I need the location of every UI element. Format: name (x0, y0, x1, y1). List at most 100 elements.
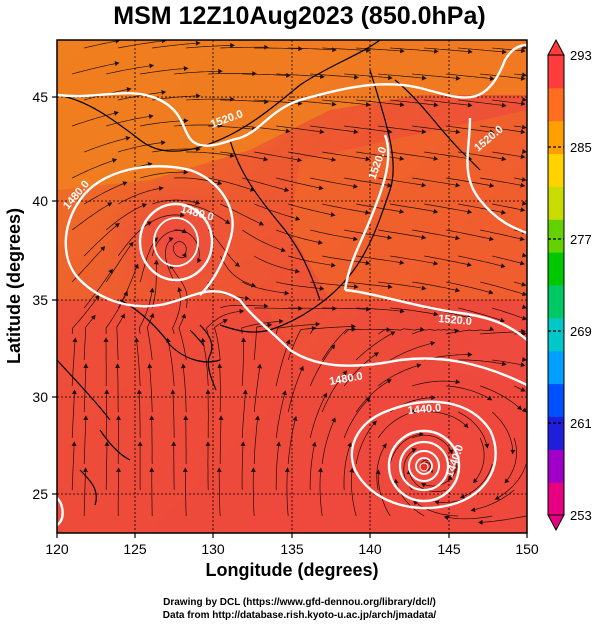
streamline-arrow (158, 185, 164, 191)
streamline-arrow (299, 365, 304, 371)
colorbar-segment (548, 449, 564, 483)
streamline-arrow (434, 500, 440, 505)
streamline (138, 389, 141, 439)
streamline (152, 42, 200, 49)
streamline-arrow (241, 337, 247, 342)
streamline-arrow (467, 351, 473, 358)
streamline (276, 177, 324, 189)
streamline (288, 255, 336, 267)
streamline-arrow (134, 263, 139, 269)
streamline-arrow (366, 47, 371, 53)
streamline (117, 363, 119, 412)
streamline-arrow (365, 101, 371, 107)
streamline (310, 229, 358, 240)
streamline-arrow (455, 235, 461, 241)
streamline (185, 416, 187, 465)
streamline-arrow (311, 441, 317, 447)
streamline (83, 415, 87, 465)
streamline (458, 47, 507, 53)
streamline-arrow (521, 148, 527, 154)
streamline (356, 151, 404, 160)
streamline-arrow (317, 239, 324, 245)
streamline-arrow (419, 431, 424, 437)
streamline-arrow (149, 467, 155, 472)
streamline (72, 159, 117, 179)
streamline (71, 202, 112, 231)
streamline-arrow (257, 363, 263, 369)
streamline-arrow (433, 208, 439, 214)
streamline-arrow (100, 246, 106, 252)
streamline (378, 229, 426, 239)
streamline (458, 99, 506, 107)
streamline (495, 463, 527, 500)
streamline-arrow (459, 494, 466, 499)
streamline-arrow (179, 212, 185, 218)
coastlines (57, 40, 481, 506)
streamline (458, 411, 488, 448)
streamline (184, 468, 187, 517)
streamline-arrow (342, 370, 348, 376)
colorbar-segment (548, 219, 564, 253)
streamline-arrow (94, 294, 100, 300)
streamline (151, 467, 153, 517)
x-tick-label: 140 (358, 541, 382, 557)
x-tick-label: 150 (515, 541, 539, 557)
streamline-arrow (280, 247, 286, 253)
streamline-arrow (115, 363, 121, 368)
streamline (322, 151, 370, 160)
streamline (322, 203, 370, 214)
streamline (376, 443, 387, 491)
streamline-arrow (501, 361, 507, 367)
streamline-arrow (365, 260, 371, 266)
streamline-arrow (386, 379, 392, 384)
streamline (174, 70, 223, 75)
streamline-arrow (160, 140, 166, 146)
streamline-arrow (331, 101, 337, 107)
streamline-arrow (433, 155, 439, 161)
streamline-arrow (421, 482, 427, 488)
streamline (378, 125, 426, 133)
streamline-arrow (229, 152, 235, 158)
streamline (276, 125, 324, 133)
colorbar-segment (548, 120, 564, 155)
streamline-arrow (353, 183, 359, 189)
streamline-arrow (147, 161, 153, 167)
streamline-arrow (319, 285, 325, 291)
streamline-arrow (161, 89, 167, 95)
streamline-arrow (354, 74, 359, 80)
streamline-arrow (120, 313, 125, 319)
streamline (242, 281, 289, 294)
streamline (172, 241, 187, 258)
streamline-arrow (399, 259, 405, 265)
streamline (446, 73, 494, 80)
streamline-arrow (180, 363, 186, 369)
streamline-arrow (224, 219, 231, 225)
colorbar: 293 285 277 269 261 253 (547, 38, 592, 532)
streamline-arrow (386, 327, 392, 333)
x-axis-label: Longitude (degrees) (205, 560, 378, 580)
streamline-arrow (182, 467, 188, 472)
colorbar-min-label: 253 (570, 508, 592, 523)
streamline-arrow (520, 207, 526, 213)
streamline-arrow (148, 113, 154, 119)
streamline (71, 441, 75, 491)
streamline-arrow (149, 63, 155, 69)
streamline (138, 288, 153, 335)
streamline-arrow (352, 236, 358, 242)
streamline (492, 47, 526, 52)
streamline-arrow (183, 118, 189, 124)
streamline-arrow (349, 467, 355, 473)
streamline-arrow (463, 423, 469, 429)
streamline (446, 229, 494, 240)
streamline (390, 342, 435, 361)
streamline (424, 411, 469, 428)
streamline-arrow (83, 363, 89, 368)
streamline-arrow (421, 75, 427, 81)
streamline (390, 151, 438, 160)
streamline-arrow (319, 129, 325, 135)
streamline (355, 420, 377, 465)
streamline (309, 344, 335, 387)
streamline (478, 515, 527, 523)
streamline-arrow (365, 209, 371, 215)
